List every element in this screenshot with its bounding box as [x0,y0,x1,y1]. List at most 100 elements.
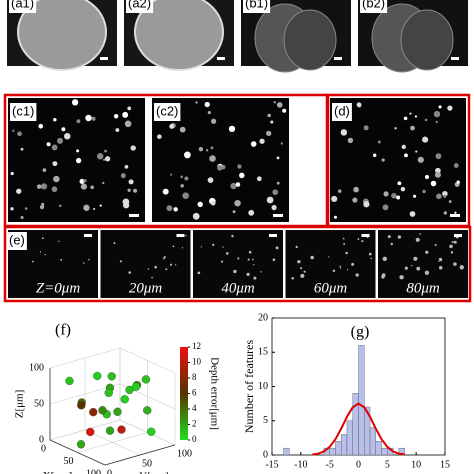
spot [282,108,287,113]
colorbar-tick-label: 0 [192,434,197,444]
spot [451,241,454,244]
spot [357,238,360,240]
scale-bar [454,234,462,237]
bar [369,427,376,456]
spot [396,195,401,200]
scale-bar [451,57,459,60]
feature-point [120,395,129,404]
z-axis-label: Z[μm] [14,390,26,419]
grid-line [77,432,148,453]
spot [442,190,448,197]
spot [76,149,80,153]
feature-point [117,425,126,434]
x-tick-label: 0 [356,459,361,470]
spot [147,268,150,270]
spot [46,142,51,147]
spot [192,212,200,220]
image-e [100,230,191,298]
y-tick-label: 20 [258,312,268,323]
spot [422,189,426,194]
feature-point [104,388,113,398]
spot [93,207,96,211]
spot [273,100,277,104]
spot [248,209,255,216]
x-tick-label: 0 [41,443,46,454]
spot [377,140,381,144]
spot [356,102,362,108]
spot [397,235,402,239]
spot [197,271,201,275]
spot [331,195,338,203]
spot [433,110,441,118]
spot [122,111,129,118]
spot [181,247,184,249]
spot [397,181,402,186]
spot [417,156,424,163]
y-axis-label: Number of features [242,340,256,434]
spot [363,201,370,208]
spot [443,194,447,198]
spot [260,271,262,273]
spot [221,260,224,263]
spot [259,138,265,144]
spot [383,191,389,197]
spot [57,137,64,144]
spot [71,99,79,106]
spot [172,245,175,248]
spot [352,197,358,203]
spot [169,123,175,129]
spot [235,182,241,187]
spot [210,146,214,150]
spot [83,204,90,211]
spot [276,181,280,185]
spot [207,177,214,184]
depth-label: 60μm [314,280,348,296]
spot [82,262,85,264]
colorbar-tick-label: 10 [192,357,202,367]
spot [12,129,15,132]
spot [435,167,441,174]
feature-point [143,406,152,415]
spot [403,116,408,121]
spot [184,176,189,181]
scale-bar [84,234,92,237]
spot [183,151,191,159]
depth-label: 20μm [129,280,163,296]
spot [275,246,279,250]
bar [346,420,353,456]
spot [300,267,303,270]
spot [416,266,421,271]
spot [339,265,342,268]
panel-label-bg [7,232,27,250]
spot [449,244,453,249]
spot [297,260,301,264]
bar [329,447,336,456]
spot [332,269,336,273]
bar [358,345,365,456]
spot [347,137,354,144]
spot [85,114,92,122]
spot [390,242,394,246]
spot [104,156,111,162]
spot [162,188,169,195]
spot [103,158,106,161]
feature-point [125,385,134,395]
spot [399,275,404,280]
scale-bar [100,57,108,60]
bar [352,393,359,456]
bar [381,447,388,456]
spot [412,194,417,198]
cell [17,0,107,71]
spot [447,105,453,111]
spot [83,179,87,183]
spot [419,233,422,235]
spot [39,205,45,210]
spot [382,204,389,211]
spot [217,165,223,171]
spot [166,205,173,212]
spot [79,178,85,184]
spot [53,117,57,122]
scale-bar [334,57,342,60]
feature-point [141,375,151,384]
spot [222,246,224,248]
